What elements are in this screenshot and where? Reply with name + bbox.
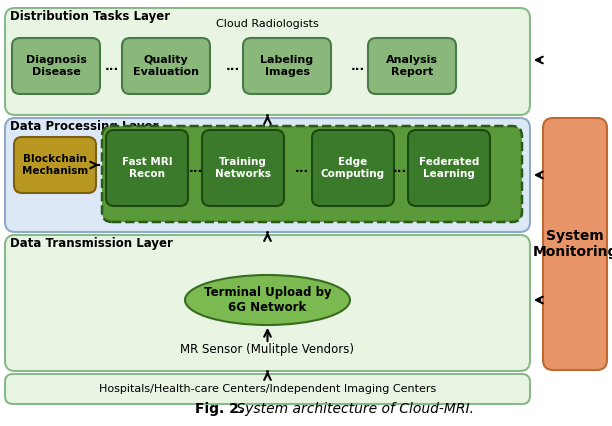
Text: Data Transmission Layer: Data Transmission Layer: [10, 237, 173, 250]
Text: ...: ...: [351, 60, 365, 72]
FancyBboxPatch shape: [543, 118, 607, 370]
Text: Fast MRI
Recon: Fast MRI Recon: [122, 157, 173, 179]
FancyBboxPatch shape: [5, 118, 530, 232]
Text: Diagnosis
Disease: Diagnosis Disease: [26, 55, 86, 77]
Ellipse shape: [185, 275, 350, 325]
Text: ...: ...: [189, 161, 203, 175]
Text: ...: ...: [393, 161, 407, 175]
Text: Data Processing Layer: Data Processing Layer: [10, 120, 159, 133]
FancyBboxPatch shape: [312, 130, 394, 206]
FancyBboxPatch shape: [122, 38, 210, 94]
FancyBboxPatch shape: [14, 137, 96, 193]
Text: System architecture of Cloud-MRI.: System architecture of Cloud-MRI.: [232, 402, 474, 416]
FancyBboxPatch shape: [5, 235, 530, 371]
FancyBboxPatch shape: [12, 38, 100, 94]
Text: Training
Networks: Training Networks: [215, 157, 271, 179]
Text: Labeling
Images: Labeling Images: [261, 55, 313, 77]
Text: System
Monitoring: System Monitoring: [532, 229, 612, 259]
Text: Quality
Evaluation: Quality Evaluation: [133, 55, 199, 77]
Text: ...: ...: [226, 60, 240, 72]
Text: MR Sensor (Mulitple Vendors): MR Sensor (Mulitple Vendors): [181, 343, 354, 356]
Text: Blockchain
Mechanism: Blockchain Mechanism: [22, 154, 88, 176]
FancyBboxPatch shape: [5, 374, 530, 404]
Text: Federated
Learning: Federated Learning: [419, 157, 479, 179]
Text: Cloud Radiologists: Cloud Radiologists: [216, 19, 319, 29]
Text: ...: ...: [105, 60, 119, 72]
Text: Edge
Computing: Edge Computing: [321, 157, 385, 179]
FancyBboxPatch shape: [243, 38, 331, 94]
Text: Distribution Tasks Layer: Distribution Tasks Layer: [10, 10, 170, 23]
Text: Fig. 2.: Fig. 2.: [195, 402, 244, 416]
Text: Terminal Upload by
6G Network: Terminal Upload by 6G Network: [204, 286, 331, 314]
FancyBboxPatch shape: [106, 130, 188, 206]
Text: Hospitals/Health-care Centers/Independent Imaging Centers: Hospitals/Health-care Centers/Independen…: [99, 384, 436, 394]
FancyBboxPatch shape: [368, 38, 456, 94]
FancyBboxPatch shape: [408, 130, 490, 206]
Text: Analysis
Report: Analysis Report: [386, 55, 438, 77]
FancyBboxPatch shape: [202, 130, 284, 206]
FancyBboxPatch shape: [102, 126, 522, 222]
Text: ...: ...: [295, 161, 309, 175]
FancyBboxPatch shape: [5, 8, 530, 115]
